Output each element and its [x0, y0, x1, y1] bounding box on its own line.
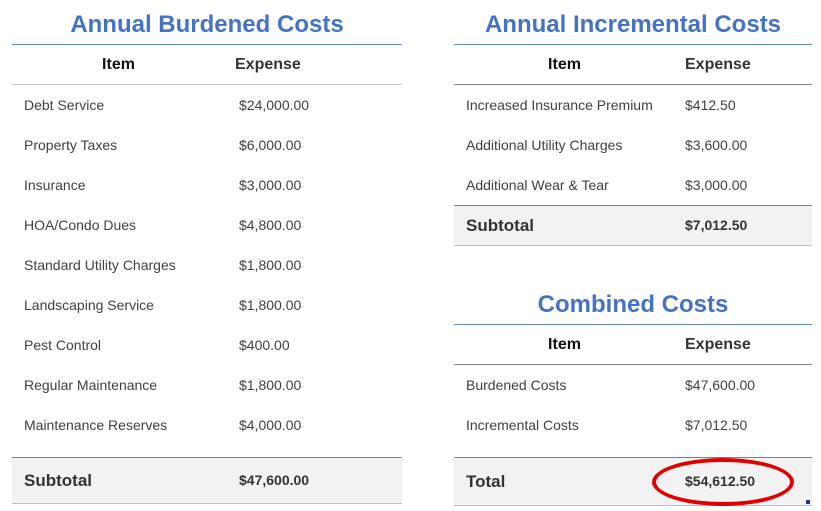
- row-item: Additional Wear & Tear: [466, 177, 609, 193]
- total-value: $54,612.50: [685, 473, 756, 489]
- table-row: Debt Service $24,000.00: [12, 85, 402, 125]
- incremental-col-item: Item: [548, 56, 581, 73]
- table-row: Regular Maintenance $1,800.00: [12, 365, 402, 405]
- burdened-col-expense: Expense: [235, 56, 301, 73]
- row-item: Additional Utility Charges: [466, 137, 623, 153]
- incremental-header-row: Item Expense: [454, 45, 812, 85]
- table-row: Maintenance Reserves $4,000.00: [12, 405, 402, 445]
- burdened-col-item: Item: [102, 56, 135, 73]
- row-expense: $3,000.00: [685, 177, 748, 193]
- burdened-subtotal-row: Subtotal $47,600.00: [12, 457, 402, 504]
- row-expense: $4,800.00: [239, 217, 302, 233]
- combined-total-row: Total $54,612.50: [454, 457, 812, 506]
- total-label: Total: [466, 472, 506, 491]
- incremental-costs-title: Annual Incremental Costs: [454, 0, 812, 45]
- row-item: Insurance: [24, 177, 86, 193]
- row-expense: $24,000.00: [239, 97, 310, 113]
- row-item: Maintenance Reserves: [24, 417, 168, 433]
- spacer: [12, 445, 402, 457]
- row-item: Pest Control: [24, 337, 102, 353]
- table-row: Additional Utility Charges $3,600.00: [454, 125, 812, 165]
- table-row: Increased Insurance Premium $412.50: [454, 85, 812, 125]
- row-expense: $1,800.00: [239, 377, 302, 393]
- table-row: Burdened Costs $47,600.00: [454, 365, 812, 405]
- row-expense: $3,600.00: [685, 137, 748, 153]
- table-row: Standard Utility Charges $1,800.00: [12, 245, 402, 285]
- subtotal-label: Subtotal: [466, 216, 534, 235]
- subtotal-value: $7,012.50: [685, 217, 748, 233]
- resize-handle[interactable]: [806, 500, 810, 504]
- row-item: Regular Maintenance: [24, 377, 158, 393]
- table-row: Incremental Costs $7,012.50: [454, 405, 812, 445]
- subtotal-value: $47,600.00: [239, 472, 310, 488]
- row-expense: $400.00: [239, 337, 290, 353]
- table-row: Property Taxes $6,000.00: [12, 125, 402, 165]
- row-item: Incremental Costs: [466, 417, 579, 433]
- row-expense: $1,800.00: [239, 297, 302, 313]
- row-item: Debt Service: [24, 97, 105, 113]
- row-expense: $4,000.00: [239, 417, 302, 433]
- row-expense: $7,012.50: [685, 417, 748, 433]
- row-item: Landscaping Service: [24, 297, 154, 313]
- combined-col-item: Item: [548, 336, 581, 353]
- row-item: Standard Utility Charges: [24, 257, 176, 273]
- row-expense: $47,600.00: [685, 377, 756, 393]
- table-row: HOA/Condo Dues $4,800.00: [12, 205, 402, 245]
- row-expense: $412.50: [685, 97, 736, 113]
- combined-costs-title: Combined Costs: [454, 280, 812, 325]
- burdened-costs-title: Annual Burdened Costs: [12, 0, 402, 45]
- table-row: Insurance $3,000.00: [12, 165, 402, 205]
- burdened-costs-table: Annual Burdened Costs Item Expense Debt …: [12, 0, 402, 504]
- incremental-col-expense: Expense: [685, 56, 751, 73]
- incremental-costs-table: Annual Incremental Costs Item Expense In…: [454, 0, 812, 246]
- row-item: Burdened Costs: [466, 377, 567, 393]
- row-expense: $3,000.00: [239, 177, 302, 193]
- row-expense: $6,000.00: [239, 137, 302, 153]
- combined-header-row: Item Expense: [454, 325, 812, 365]
- table-row: Landscaping Service $1,800.00: [12, 285, 402, 325]
- combined-col-expense: Expense: [685, 336, 751, 353]
- row-item: HOA/Condo Dues: [24, 217, 137, 233]
- burdened-header-row: Item Expense: [12, 45, 402, 85]
- row-item: Property Taxes: [24, 137, 118, 153]
- table-row: Pest Control $400.00: [12, 325, 402, 365]
- row-item: Increased Insurance Premium: [466, 97, 653, 113]
- subtotal-label: Subtotal: [24, 471, 92, 490]
- table-row: Additional Wear & Tear $3,000.00: [454, 165, 812, 205]
- combined-costs-table: Combined Costs Item Expense Burdened Cos…: [454, 280, 812, 506]
- incremental-subtotal-row: Subtotal $7,012.50: [454, 205, 812, 246]
- row-expense: $1,800.00: [239, 257, 302, 273]
